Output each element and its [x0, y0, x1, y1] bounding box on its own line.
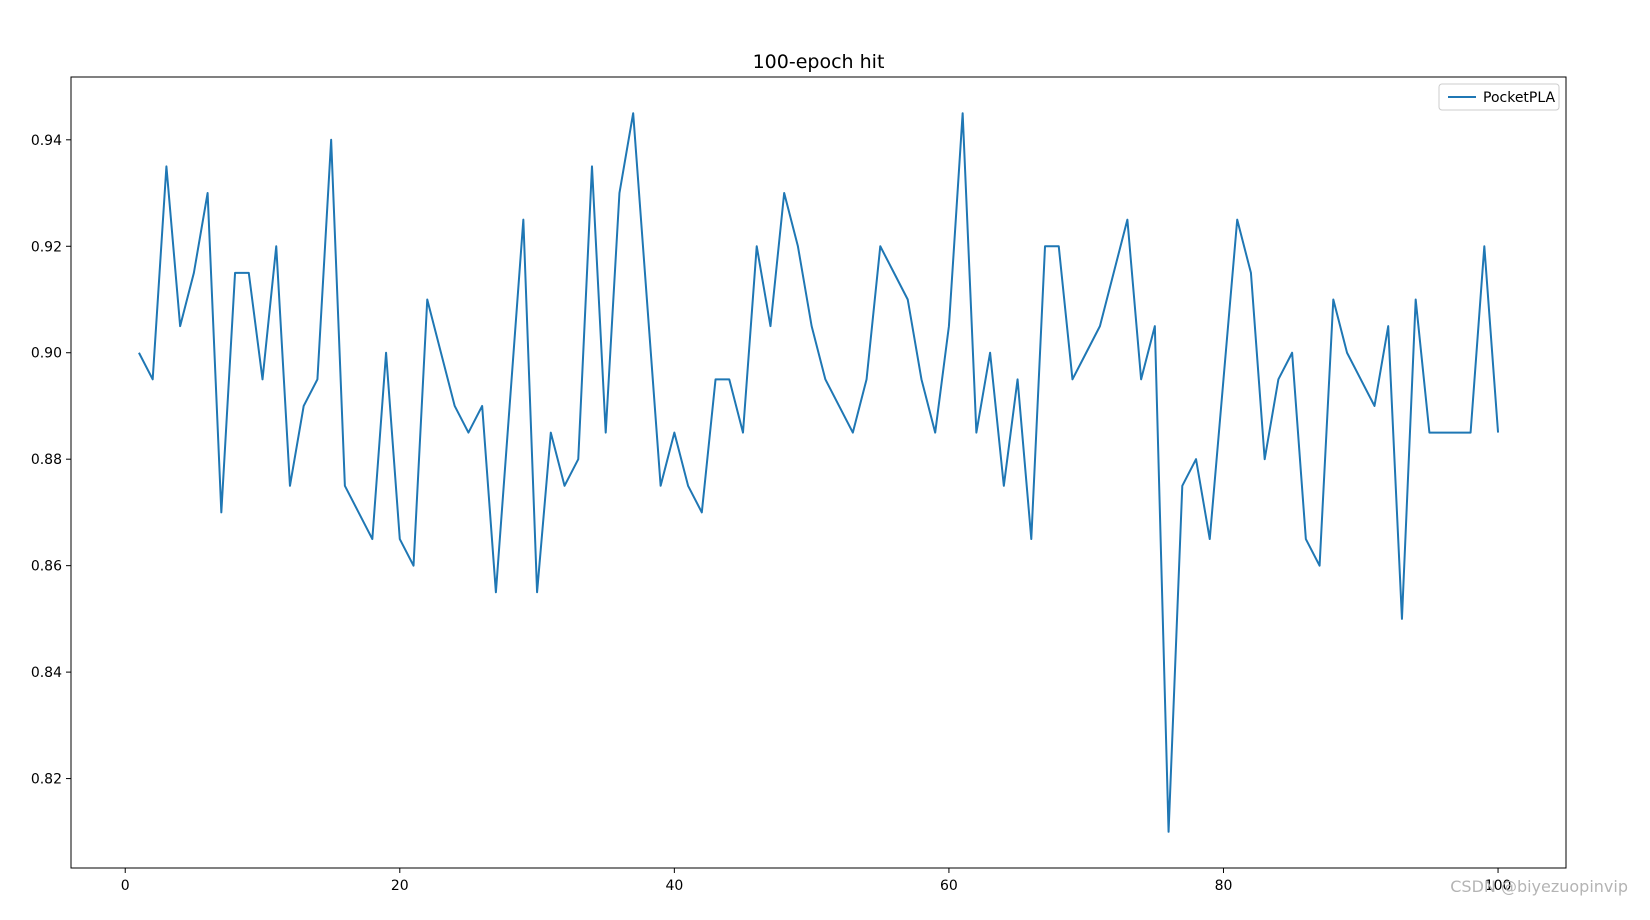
x-tick-label: 40 — [665, 878, 683, 894]
series-line-pocketpla — [138, 112, 1500, 833]
chart-title: 100-epoch hit — [753, 51, 885, 73]
x-tick-label: 20 — [391, 878, 409, 894]
x-tick-label: 0 — [121, 878, 130, 894]
watermark: CSDN @biyezuopinvip — [1450, 877, 1628, 896]
legend-box — [1438, 83, 1560, 111]
y-tick-label: 0.90 — [31, 346, 62, 362]
series-layer — [138, 112, 1500, 833]
x-tick-label: 100 — [1485, 878, 1512, 894]
y-tick-label: 0.94 — [31, 133, 62, 149]
y-tick-label: 0.88 — [31, 452, 62, 468]
y-tick-label: 0.92 — [31, 239, 62, 255]
legend-label: PocketPLA — [1483, 90, 1555, 106]
y-tick-label: 0.82 — [31, 772, 62, 788]
x-tick-label: 60 — [940, 878, 958, 894]
y-axis: 0.82 0.84 0.86 0.88 0.90 0.92 0.94 — [31, 133, 71, 788]
legend: PocketPLA — [1438, 83, 1560, 111]
y-tick-label: 0.86 — [31, 559, 62, 575]
x-axis: 0 20 40 60 80 100 — [121, 868, 1512, 894]
x-tick-label: 80 — [1215, 878, 1233, 894]
y-tick-label: 0.84 — [31, 665, 62, 681]
plot-area-frame — [70, 76, 1567, 869]
